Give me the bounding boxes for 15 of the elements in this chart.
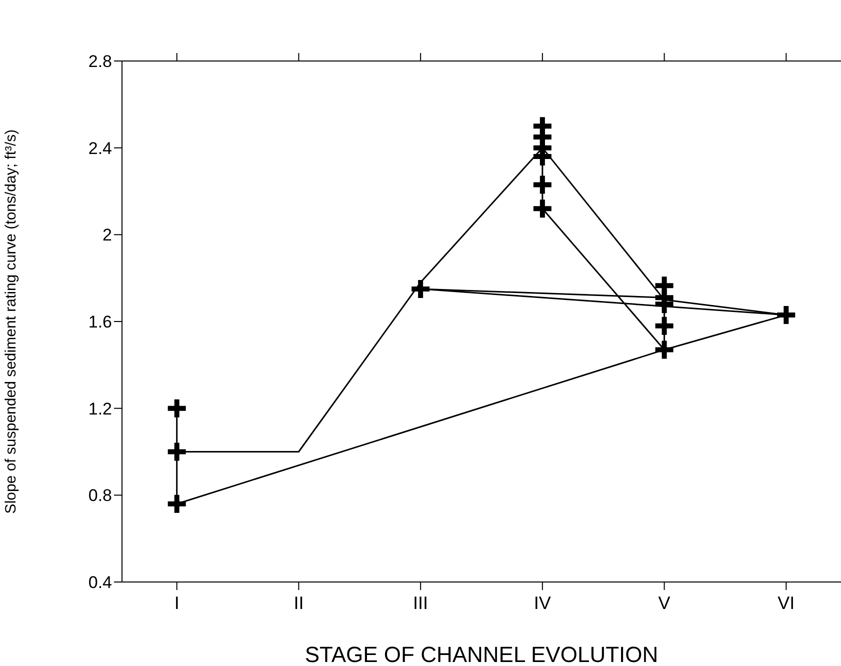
x-tick-label: I [174, 592, 180, 613]
x-tick-label: IV [534, 592, 551, 613]
y-tick-label: 0.4 [88, 573, 112, 592]
y-axis-title: Slope of suspended sediment rating curve (tons/day; ft³/s) [2, 129, 20, 514]
x-tick-label: V [658, 592, 670, 613]
y-tick-label: 1.6 [88, 312, 112, 332]
y-tick-label: 2 [102, 226, 112, 245]
x-axis-title: STAGE OF CHANNEL EVOLUTION [304, 642, 658, 666]
x-tick-label: VI [778, 592, 795, 613]
x-tick-label: II [294, 592, 304, 613]
y-tick-label: 2.4 [88, 138, 112, 158]
x-tick-label: III [413, 592, 428, 613]
y-tick-label: 0.8 [88, 486, 112, 506]
y-tick-label: 1.2 [88, 399, 112, 418]
y-tick-label: 2.8 [88, 52, 112, 72]
